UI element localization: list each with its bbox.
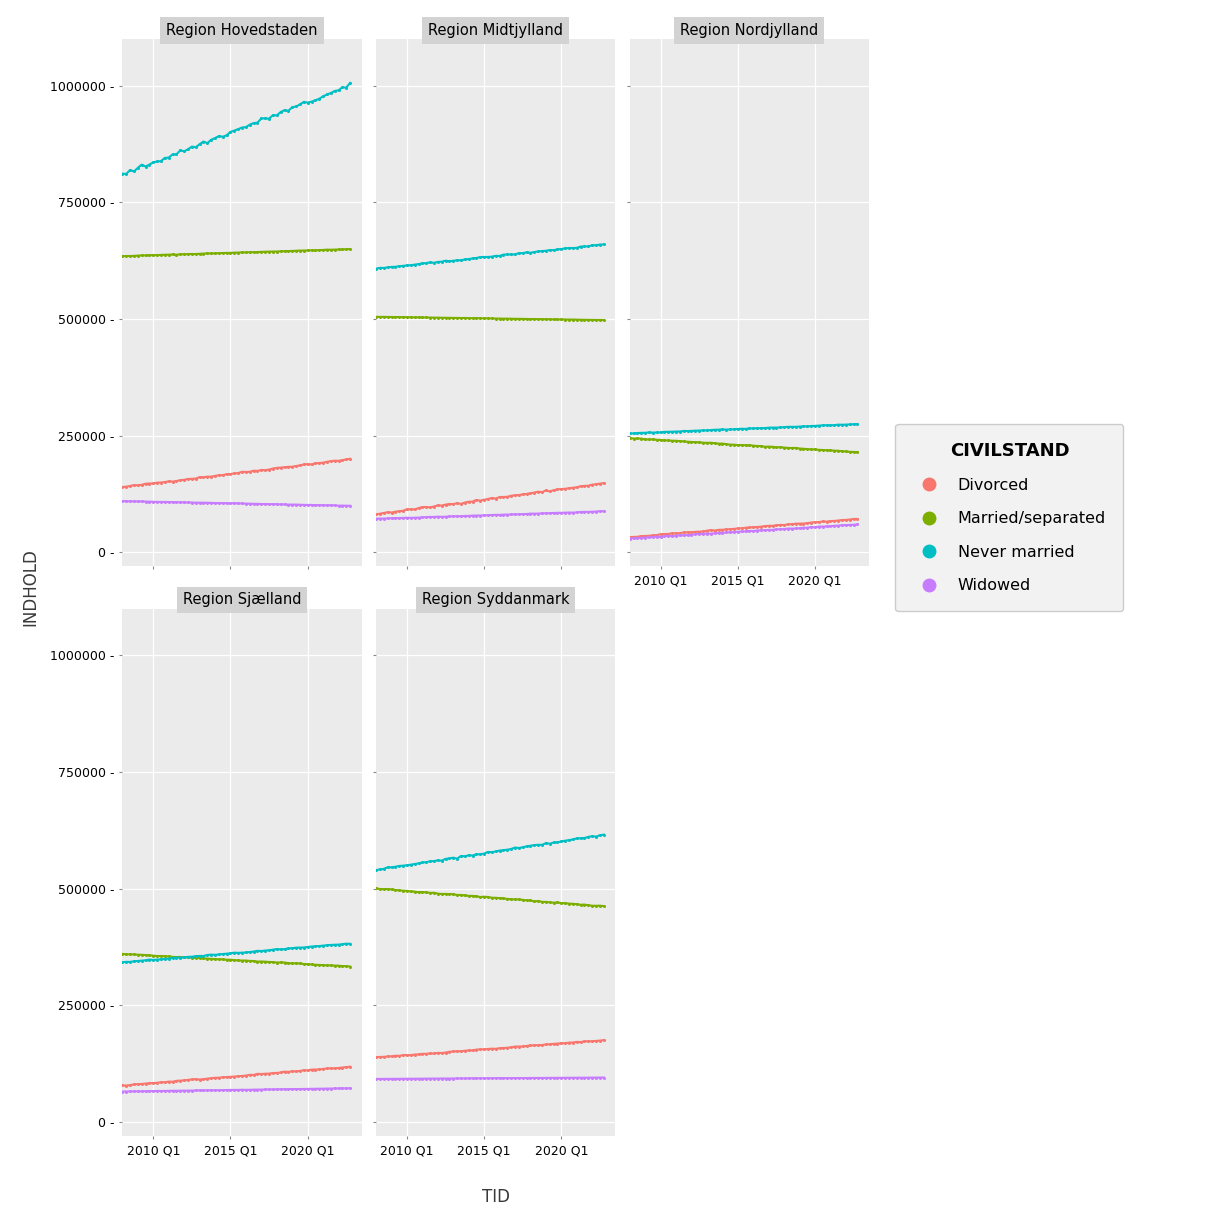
Title: Region Hovedstaden: Region Hovedstaden bbox=[166, 23, 318, 38]
Text: INDHOLD: INDHOLD bbox=[22, 548, 39, 627]
Title: Region Nordjylland: Region Nordjylland bbox=[681, 23, 819, 38]
Text: TID: TID bbox=[482, 1189, 509, 1206]
Title: Region Sjælland: Region Sjælland bbox=[182, 592, 301, 607]
Legend: Divorced, Married/separated, Never married, Widowed: Divorced, Married/separated, Never marri… bbox=[896, 425, 1124, 611]
Title: Region Midtjylland: Region Midtjylland bbox=[428, 23, 563, 38]
Title: Region Syddanmark: Region Syddanmark bbox=[422, 592, 569, 607]
